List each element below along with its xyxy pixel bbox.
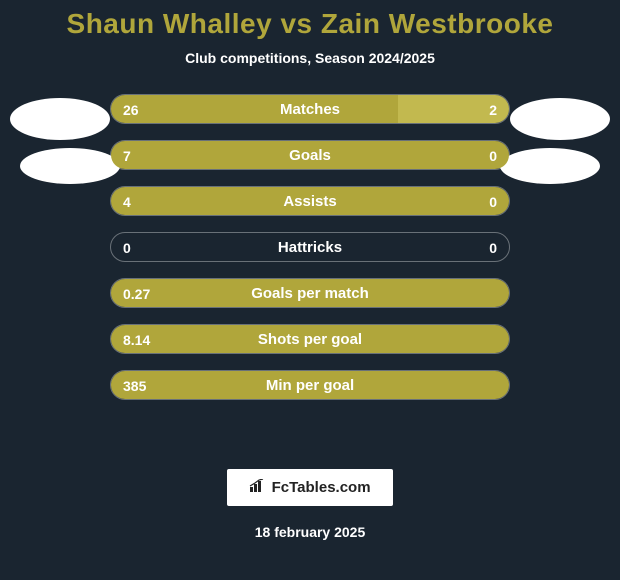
stat-label: Hattricks xyxy=(111,233,509,262)
stat-row: 385Min per goal xyxy=(110,370,510,400)
source-logo: FcTables.com xyxy=(227,469,392,506)
chart-icon xyxy=(249,479,269,496)
player1-avatar xyxy=(10,98,110,140)
stat-label: Matches xyxy=(111,95,509,124)
page-title: Shaun Whalley vs Zain Westbrooke xyxy=(0,8,620,40)
player2-avatar xyxy=(510,98,610,140)
logo-text: FcTables.com xyxy=(272,479,371,496)
comparison-chart: 26Matches27Goals04Assists00Hattricks00.2… xyxy=(0,94,620,414)
stat-row: 7Goals0 xyxy=(110,140,510,170)
stat-label: Goals xyxy=(111,141,509,170)
stat-row: 26Matches2 xyxy=(110,94,510,124)
stat-row: 4Assists0 xyxy=(110,186,510,216)
stat-label: Shots per goal xyxy=(111,325,509,354)
stat-value-right: 0 xyxy=(489,233,497,262)
header: Shaun Whalley vs Zain Westbrooke Club co… xyxy=(0,0,620,66)
stat-row: 0.27Goals per match xyxy=(110,278,510,308)
player1-avatar-shadow xyxy=(20,148,120,184)
player2-avatar-shadow xyxy=(500,148,600,184)
page-subtitle: Club competitions, Season 2024/2025 xyxy=(0,50,620,66)
stat-row: 8.14Shots per goal xyxy=(110,324,510,354)
stat-bars: 26Matches27Goals04Assists00Hattricks00.2… xyxy=(110,94,510,416)
stat-value-right: 0 xyxy=(489,141,497,170)
stat-value-right: 2 xyxy=(489,95,497,124)
stat-label: Goals per match xyxy=(111,279,509,308)
stat-label: Min per goal xyxy=(111,371,509,400)
date-text: 18 february 2025 xyxy=(0,524,620,540)
stat-label: Assists xyxy=(111,187,509,216)
stat-row: 0Hattricks0 xyxy=(110,232,510,262)
stat-value-right: 0 xyxy=(489,187,497,216)
footer: FcTables.com 18 february 2025 xyxy=(0,469,620,540)
